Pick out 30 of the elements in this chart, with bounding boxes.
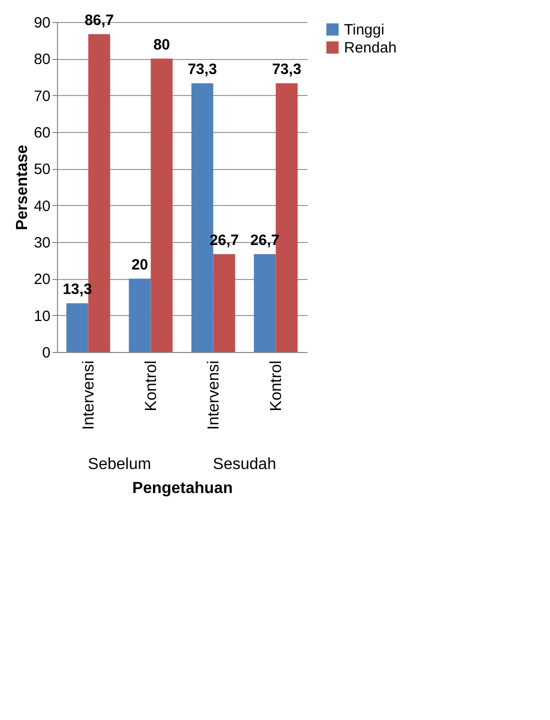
- bar: [150, 58, 173, 352]
- y-tick-label: 40: [34, 198, 50, 215]
- y-tick-label: 70: [34, 88, 50, 105]
- legend-label: Tinggi: [344, 22, 384, 38]
- y-axis-title: Persentase: [14, 144, 31, 230]
- y-tick-label: 50: [34, 161, 50, 178]
- text: Sebelum: [88, 456, 152, 473]
- y-tick-label: 90: [34, 14, 50, 32]
- x-tick-label: Kontrol: [268, 360, 285, 412]
- bar: [213, 254, 236, 352]
- y-tick-label: 60: [34, 124, 50, 142]
- bar: [128, 278, 151, 352]
- x-tick-label: Kontrol: [142, 360, 160, 412]
- data-label: 80: [153, 36, 170, 54]
- y-tick-label: 20: [34, 271, 50, 288]
- bar: [254, 254, 276, 352]
- x-axis-title: Pengetahuan: [132, 480, 233, 497]
- y-tick-label: 10: [34, 308, 50, 325]
- data-label: 73,3: [188, 61, 217, 78]
- legend-label: Rendah: [344, 40, 397, 56]
- data-label: 20: [131, 256, 148, 274]
- y-tick-label: 0: [42, 344, 50, 362]
- data-label: 86,7: [84, 12, 114, 30]
- y-tick-label: 30: [34, 234, 50, 252]
- y-tick-label: 80: [34, 51, 50, 68]
- data-label: 73,3: [272, 61, 302, 78]
- bar: [66, 303, 88, 352]
- x-tick-label: Intervensi: [80, 360, 98, 430]
- x-tick-label: Intervensi: [205, 360, 222, 430]
- text: Sesudah: [212, 456, 276, 473]
